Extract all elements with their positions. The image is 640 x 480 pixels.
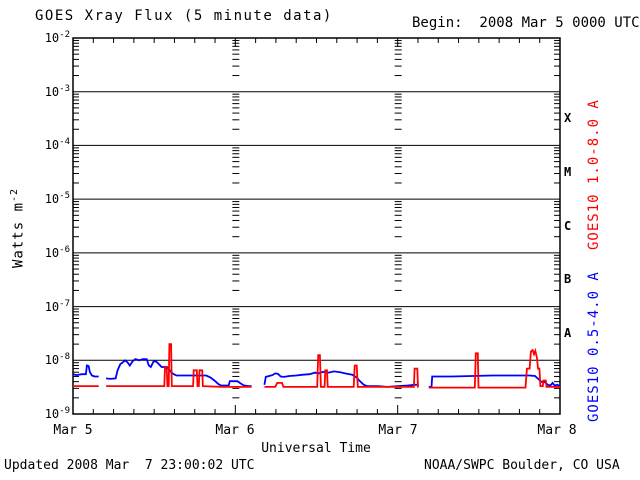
series-label-goes10-short: GOES10 0.5-4.0 A (586, 271, 602, 422)
x-axis-title: Universal Time (261, 441, 371, 456)
chart-title: GOES Xray Flux (5 minute data) (35, 8, 333, 24)
flare-class-b-label: B (564, 272, 572, 286)
series-goes10-1.0-8.0-a (428, 347, 560, 389)
series-goes10-1.0-8.0-a (106, 343, 252, 388)
x-tick-mar7: Mar 7 (378, 423, 418, 438)
y-tick-label-1e-9: 10-9 (44, 406, 70, 421)
x-tick-mar5: Mar 5 (53, 423, 93, 438)
y-tick-label-1e-4: 10-4 (44, 137, 70, 153)
x-tick-mar8: Mar 8 (537, 423, 577, 438)
series-goes10-0.5-4.0-a (428, 374, 561, 388)
y-tick-label-1e-3: 10-3 (44, 83, 70, 99)
y-tick-label-1e-7: 10-7 (44, 298, 70, 314)
footer-source-credit: NOAA/SWPC Boulder, CO USA (424, 458, 620, 473)
series-goes10-1.0-8.0-a (264, 354, 419, 388)
y-tick-label-1e-6: 10-6 (44, 244, 70, 260)
flare-class-a-label: A (564, 326, 572, 340)
y-tick-label-1e-2: 10-2 (44, 30, 70, 45)
flare-class-c-label: C (564, 219, 572, 233)
series-goes10-0.5-4.0-a (72, 364, 99, 378)
series-label-goes10-long: GOES10 1.0-8.0 A (586, 99, 602, 250)
y-axis-label: Watts m-2 (9, 187, 27, 268)
flare-class-m-label: M (564, 165, 572, 179)
y-tick-label-1e-8: 10-8 (44, 352, 70, 368)
flare-class-x-label: X (564, 111, 572, 125)
y-tick-label-1e-5: 10-5 (44, 191, 70, 207)
series-goes10-0.5-4.0-a (105, 358, 252, 388)
begin-time-label: Begin: 2008 Mar 5 0000 UTC (412, 15, 640, 31)
x-tick-mar6: Mar 6 (215, 423, 255, 438)
plot-border (72, 37, 561, 415)
footer-updated-timestamp: Updated 2008 Mar 7 23:00:02 UTC (4, 458, 255, 473)
series-goes10-0.5-4.0-a (263, 370, 419, 388)
